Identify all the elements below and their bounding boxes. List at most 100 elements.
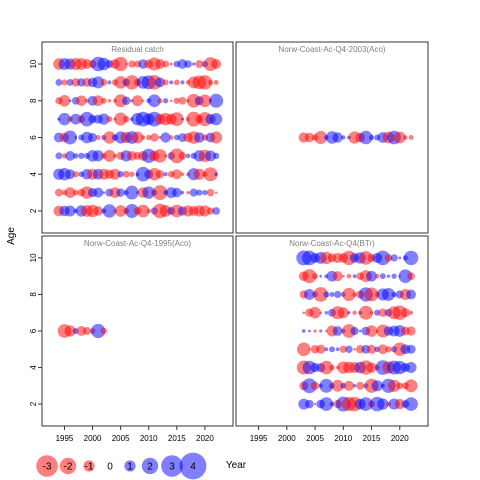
legend-label: -1 [85, 462, 94, 473]
residual-bubble [352, 292, 357, 297]
panel-frame [235, 235, 429, 427]
residual-bubble [91, 323, 106, 339]
residual-bubble [100, 97, 107, 104]
panel-title: Norw-Coast-Ac-Q4(BTr) [289, 239, 375, 248]
residual-bubble [391, 291, 397, 298]
y-axis-label: Age [6, 227, 17, 245]
residual-bubble [205, 150, 216, 162]
legend-label: -3 [43, 462, 52, 473]
residual-bubble [406, 326, 416, 336]
legend-label: 1 [127, 462, 133, 473]
residual-bubble [195, 60, 204, 69]
residual-bubble [55, 152, 63, 160]
residual-bubble [308, 348, 311, 351]
legend-label: -2 [64, 462, 73, 473]
residual-bubble [406, 344, 416, 354]
residual-bubble [58, 94, 71, 107]
legend-label: 2 [147, 462, 153, 473]
residual-bubble [76, 326, 87, 336]
residual-bubble [403, 135, 408, 140]
panel-title: Norw-Coast-Ac-Q4-2003(Aco) [278, 45, 385, 54]
residual-bubble [332, 132, 343, 143]
residual-bubble [109, 168, 121, 180]
residual-bubble [374, 273, 380, 279]
residual-bubble [350, 326, 359, 336]
residual-bubble [98, 113, 110, 125]
residual-bubble [323, 291, 330, 298]
residual-bubble [140, 135, 146, 140]
residual-bubble [113, 153, 118, 158]
residual-bubble [213, 79, 219, 85]
residual-bubble [199, 205, 211, 217]
residual-bubble [214, 191, 218, 194]
residual-bubble [209, 93, 224, 108]
residual-bubble [129, 171, 135, 177]
residual-bubble [341, 135, 346, 140]
residual-bubble [155, 170, 165, 179]
residual-bubble [72, 171, 79, 178]
residual-bubble [319, 329, 323, 333]
residual-bubble [68, 99, 72, 103]
residual-bubble [359, 130, 373, 145]
residual-bubble [353, 347, 356, 351]
residual-bubble [369, 311, 374, 315]
y-tick-label: 4 [29, 365, 38, 370]
residual-bubble [181, 117, 184, 121]
residual-bubble [310, 381, 320, 390]
residual-bubble [136, 204, 150, 218]
residual-bubble [332, 326, 343, 336]
residual-bubble [70, 113, 82, 125]
residual-bubble [385, 346, 392, 353]
residual-bubble [178, 96, 187, 105]
residual-bubble [324, 311, 329, 315]
y-tick-label: 4 [29, 171, 38, 176]
residual-bubble [93, 187, 104, 198]
legend-label: 0 [107, 462, 113, 473]
residual-bubble [307, 329, 311, 333]
residual-bubble [347, 311, 351, 315]
residual-bubble [302, 378, 317, 394]
residual-bubble [296, 342, 311, 357]
residual-bubble [189, 188, 198, 197]
residual-bubble [125, 62, 128, 66]
panel-title: Residual catch [111, 45, 163, 54]
x-tick-label: 1995 [250, 434, 268, 443]
residual-bubble [403, 250, 419, 266]
residual-bubble [163, 172, 168, 177]
residual-bubble [171, 169, 182, 180]
residual-bubble [319, 397, 334, 411]
residual-bubble [313, 287, 329, 302]
residual-bubble [346, 273, 352, 279]
residual-bubble [398, 256, 402, 260]
residual-bubble [123, 115, 130, 123]
residual-bubble [92, 76, 105, 89]
residual-bubble [152, 185, 168, 201]
residual-bubble [341, 274, 345, 278]
residual-bubble [180, 172, 185, 177]
residual-bubble [365, 325, 378, 337]
residual-bubble [202, 189, 208, 196]
legend-label: 3 [169, 462, 175, 473]
residual-bubble [352, 384, 357, 388]
residual-bubble [107, 98, 112, 103]
residual-bubble [302, 269, 317, 284]
residual-bubble [319, 360, 334, 375]
x-tick-label: 1995 [56, 434, 74, 443]
residual-bubble [159, 205, 172, 217]
residual-bubble [164, 154, 168, 158]
residual-bubble [398, 269, 413, 284]
residual-bubble [366, 270, 377, 282]
residual-bubble [169, 99, 173, 103]
residual-bubble [379, 273, 386, 280]
residual-bubble [102, 204, 117, 218]
residual-bubble [313, 402, 317, 406]
residual-bubble [180, 80, 185, 85]
residual-bubble [324, 347, 329, 352]
residual-bubble [368, 134, 375, 141]
residual-bubble [214, 172, 218, 177]
residual-bubble [132, 95, 143, 107]
x-tick-label: 2010 [334, 434, 352, 443]
y-tick-label: 2 [29, 401, 38, 406]
residual-bubble [82, 327, 91, 335]
residual-bubble [210, 131, 223, 144]
